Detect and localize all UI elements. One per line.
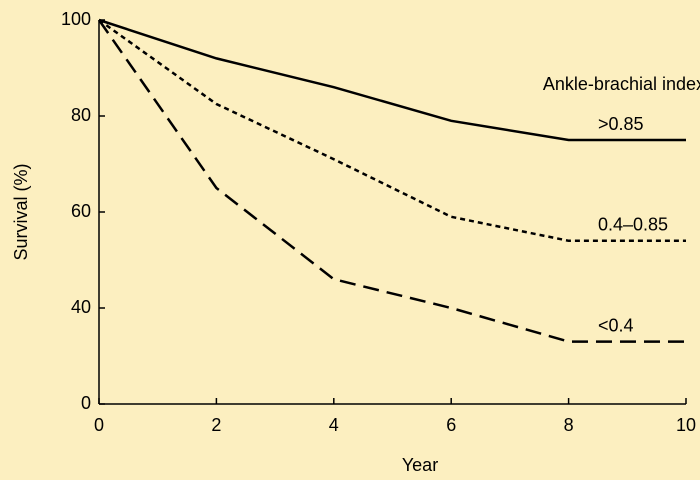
series-label: <0.4 (598, 315, 634, 335)
x-tick-label: 10 (676, 415, 696, 435)
y-tick-label: 80 (71, 105, 91, 125)
series-line (98, 18, 686, 142)
y-tick-label: 100 (61, 9, 91, 29)
x-tick-label: 4 (329, 415, 339, 435)
x-tick-label: 0 (94, 415, 104, 435)
series-label: >0.85 (598, 114, 644, 134)
y-tick-label: 60 (71, 201, 91, 221)
legend-title: Ankle-brachial index: (543, 74, 700, 94)
series-label: 0.4–0.85 (598, 215, 668, 235)
x-tick-label: 2 (211, 415, 221, 435)
y-tick-label: 0 (81, 393, 91, 413)
x-tick-label: 8 (564, 415, 574, 435)
y-tick-label: 40 (71, 297, 91, 317)
y-axis-label: Survival (%) (11, 163, 31, 260)
series-line (98, 18, 686, 243)
x-tick-label: 6 (446, 415, 456, 435)
series-line (97, 19, 686, 343)
x-axis-label: Year (402, 455, 438, 475)
